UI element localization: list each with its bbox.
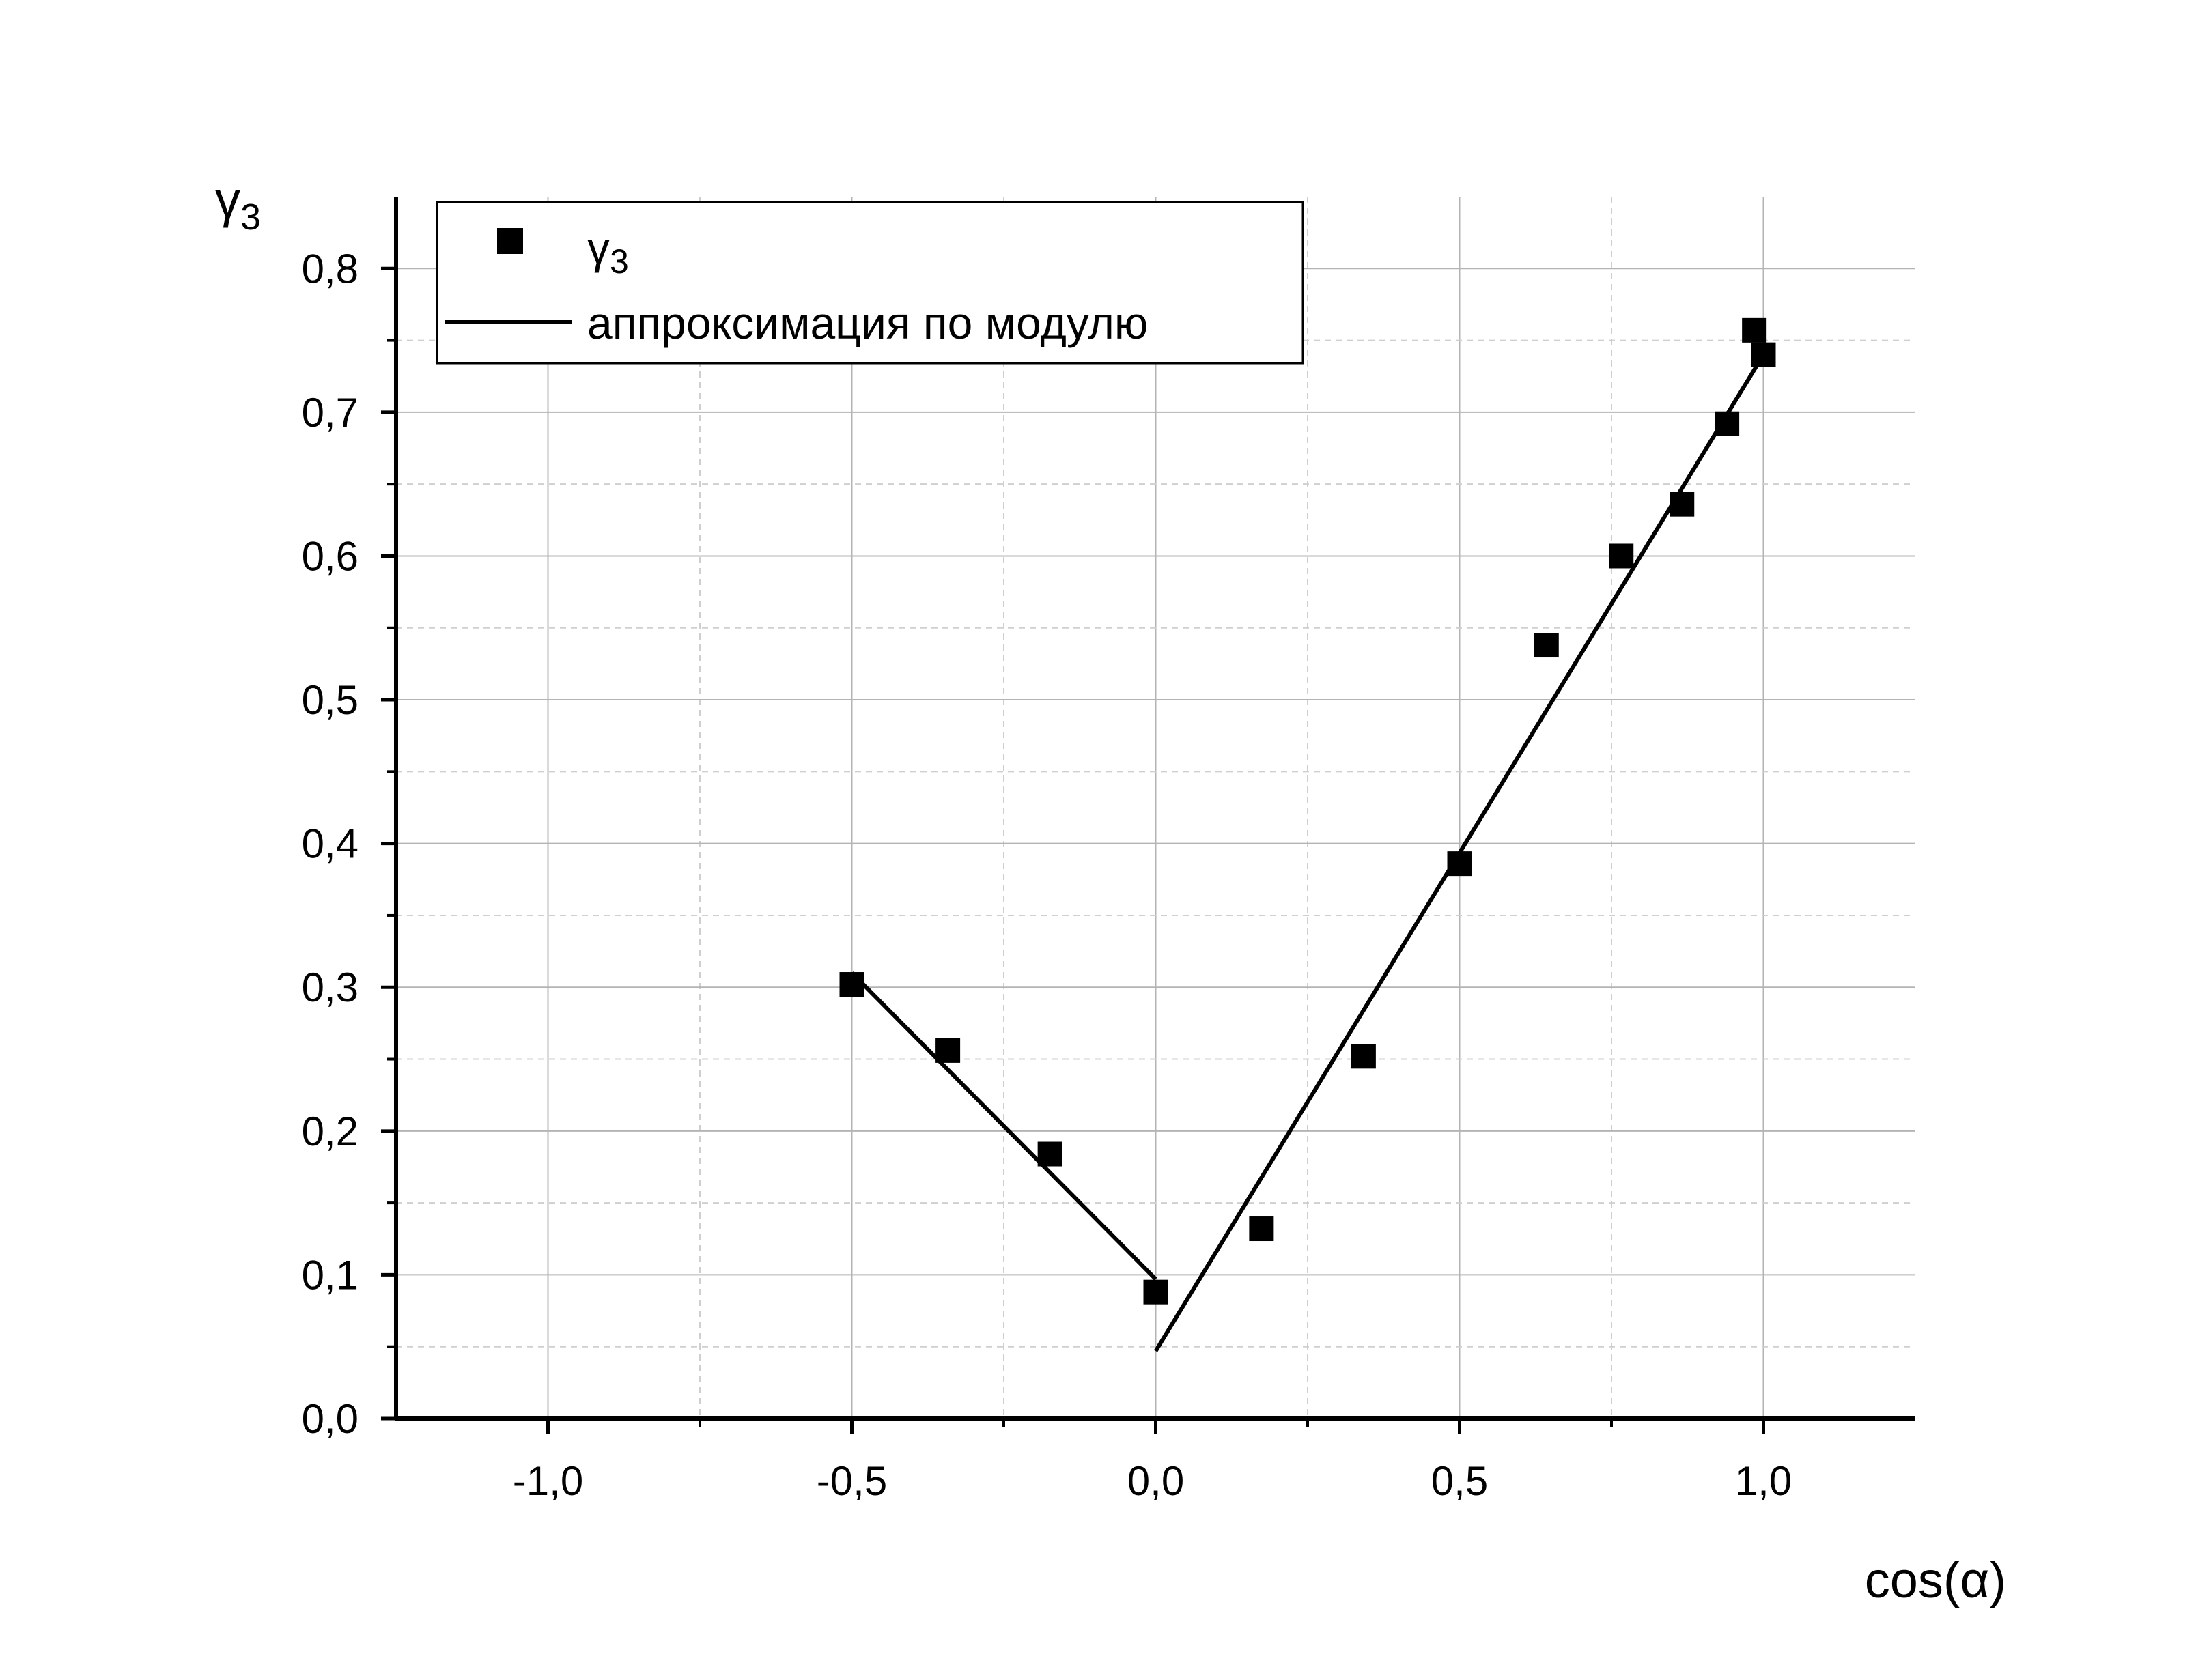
axes (381, 197, 1915, 1434)
data-point (935, 1038, 961, 1063)
data-point (1447, 851, 1472, 877)
legend-label-gamma3-main: γ (587, 223, 610, 273)
y-tick-label: 0,4 (302, 821, 358, 867)
data-point (839, 972, 864, 997)
legend: γ3 аппроксимация по модулю (436, 201, 1304, 365)
x-tick-label: -1,0 (513, 1458, 583, 1504)
legend-marker-square (497, 228, 523, 254)
x-tick-label: 0,5 (1431, 1458, 1488, 1504)
legend-box (436, 201, 1304, 365)
data-points (839, 317, 1776, 1305)
data-point (1351, 1044, 1376, 1069)
x-tick-label: 1,0 (1735, 1458, 1792, 1504)
legend-label-gamma3: γ3 (587, 223, 629, 281)
data-point (1715, 411, 1740, 436)
data-point (1670, 492, 1695, 517)
y-axis-title: γ3 (215, 171, 261, 238)
data-point (1249, 1216, 1274, 1242)
y-tick-label: 0,5 (302, 677, 358, 723)
y-tick-label: 0,2 (302, 1109, 358, 1154)
y-tick-label: 0,7 (302, 390, 358, 436)
legend-label-gamma3-sub: 3 (610, 242, 629, 281)
legend-label-fit: аппроксимация по модулю (587, 298, 1148, 348)
data-point (1143, 1279, 1168, 1305)
y-tick-label: 0,8 (302, 246, 358, 291)
x-axis-title: cos(α) (1865, 1552, 2006, 1608)
y-tick-label: 0,1 (302, 1252, 358, 1298)
y-tick-label: 0,0 (302, 1396, 358, 1442)
data-point (1609, 543, 1634, 569)
data-point (1534, 633, 1559, 658)
x-tick-label: -0,5 (817, 1458, 887, 1504)
data-point (1751, 342, 1776, 367)
y-tick-label: 0,6 (302, 533, 358, 579)
y-axis-title-main: γ (215, 171, 240, 228)
tick-labels: -1,0 -0,5 0,0 0,5 1,0 0,0 0,1 0,2 0,3 0,4 0,5 0,6 0,… (302, 246, 1792, 1504)
data-point (1742, 317, 1767, 343)
data-point (1037, 1141, 1062, 1167)
x-tick-label: 0,0 (1127, 1458, 1184, 1504)
y-axis-title-sub: 3 (240, 197, 261, 238)
grid (396, 197, 1915, 1419)
fit-line-segment (850, 971, 1157, 1281)
y-tick-label: 0,3 (302, 965, 358, 1010)
